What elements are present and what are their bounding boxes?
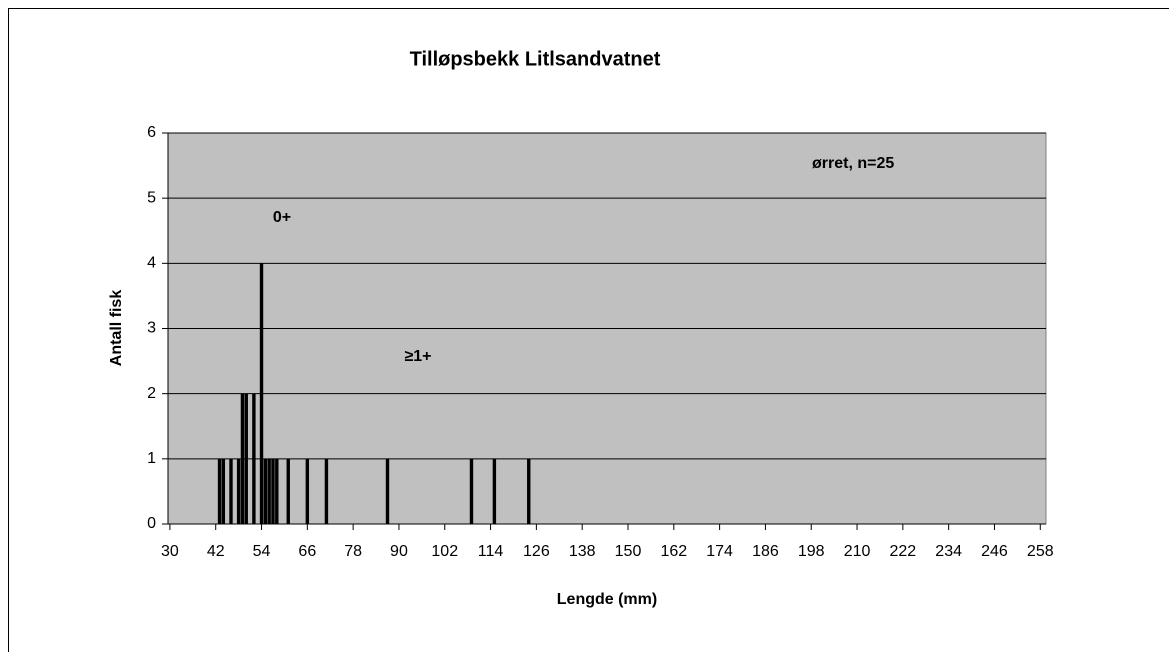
x-tick-label: 246 (981, 543, 1008, 560)
x-tick-label: 54 (253, 543, 271, 560)
bar (469, 458, 474, 524)
x-tick-label: 90 (390, 543, 408, 560)
bar (492, 458, 497, 524)
x-tick-label: 102 (431, 543, 458, 560)
y-tick-label: 3 (147, 320, 156, 337)
bar (267, 458, 271, 524)
bar (324, 458, 329, 524)
x-tick-label: 162 (660, 543, 687, 560)
y-tick-label: 6 (147, 124, 156, 141)
annotation: 0+ (273, 209, 291, 226)
bar (263, 458, 268, 524)
y-tick-label: 1 (147, 450, 156, 467)
annotation: ørret, n=25 (812, 155, 894, 172)
bar (286, 458, 290, 524)
bar (275, 458, 279, 524)
x-tick-label: 222 (889, 543, 916, 560)
x-tick-label: 234 (935, 543, 962, 560)
y-tick-label: 0 (147, 515, 156, 532)
x-tick-label: 198 (798, 543, 825, 560)
x-tick-label: 114 (478, 543, 504, 560)
x-tick-label: 138 (569, 543, 596, 560)
bar (252, 393, 256, 524)
x-tick-label: 210 (844, 543, 871, 560)
bar (221, 458, 226, 524)
x-tick-label: 258 (1027, 543, 1054, 560)
bar (259, 263, 264, 524)
bar (271, 458, 275, 524)
x-tick-label: 42 (207, 543, 225, 560)
bar (385, 458, 390, 524)
x-axis-label: Lengde (mm) (557, 591, 657, 608)
x-tick-label: 186 (752, 543, 779, 560)
bar (527, 458, 531, 524)
x-tick-label: 126 (523, 543, 550, 560)
annotation: ≥1+ (404, 348, 431, 365)
chart-title: Tilløpsbekk Litlsandvatnet (410, 48, 661, 70)
bar (244, 393, 248, 524)
x-tick-label: 174 (706, 543, 733, 560)
bar (229, 458, 233, 524)
bar (217, 458, 222, 524)
x-tick-label: 150 (615, 543, 642, 560)
x-tick-label: 66 (298, 543, 316, 560)
bar (305, 458, 310, 524)
y-tick-label: 4 (147, 255, 156, 272)
bar (236, 458, 241, 524)
y-tick-label: 2 (147, 385, 156, 402)
y-tick-label: 5 (147, 189, 156, 206)
x-tick-label: 78 (344, 543, 362, 560)
x-tick-label: 30 (161, 543, 179, 560)
chart-border (8, 8, 1169, 652)
y-axis-label: Antall fisk (108, 290, 125, 367)
bar (240, 393, 245, 524)
